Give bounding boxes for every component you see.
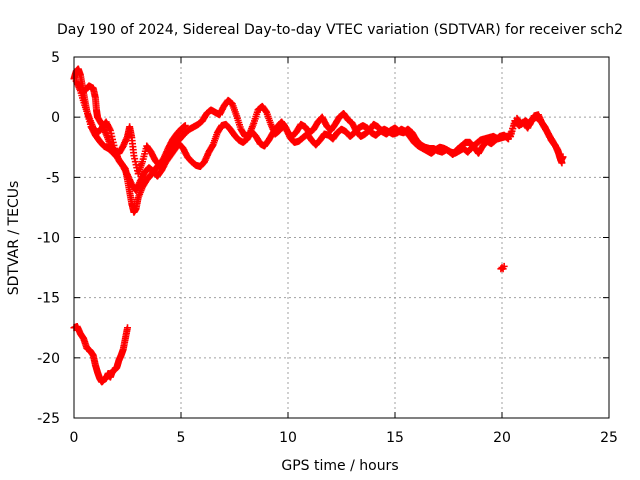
y-tick-label: -15 (37, 291, 60, 307)
data-point-marker (510, 121, 518, 129)
data-point-marker (497, 265, 505, 273)
data-point-marker (559, 153, 567, 161)
x-tick-label: 0 (70, 430, 79, 446)
y-axis-label: SDTVAR / TECUs (6, 181, 22, 296)
x-axis-label: GPS time / hours (281, 458, 398, 474)
data-point-marker (504, 135, 512, 143)
data-point-marker (506, 131, 514, 139)
grid-lines (74, 57, 609, 418)
y-tick-label: -5 (46, 170, 60, 186)
x-tick-label: 5 (177, 430, 186, 446)
axis-ticks: 0 5 10 15 20 25 5 0 -5 -10 -15 -20 -25 (37, 50, 618, 446)
y-tick-label: 5 (51, 50, 60, 66)
x-tick-label: 10 (279, 430, 297, 446)
y-tick-label: -25 (37, 411, 60, 427)
data-point-marker (181, 122, 189, 130)
data-point-marker (509, 125, 517, 133)
chart-title: Day 190 of 2024, Sidereal Day-to-day VTE… (57, 22, 623, 38)
x-tick-label: 15 (386, 430, 404, 446)
y-tick-label: -20 (37, 351, 60, 367)
data-point-marker (124, 324, 131, 332)
data-points (70, 65, 567, 386)
data-point-marker (507, 128, 515, 136)
y-tick-label: -10 (37, 231, 60, 247)
y-tick-label: 0 (51, 110, 60, 126)
x-tick-label: 25 (600, 430, 618, 446)
x-tick-label: 20 (493, 430, 511, 446)
